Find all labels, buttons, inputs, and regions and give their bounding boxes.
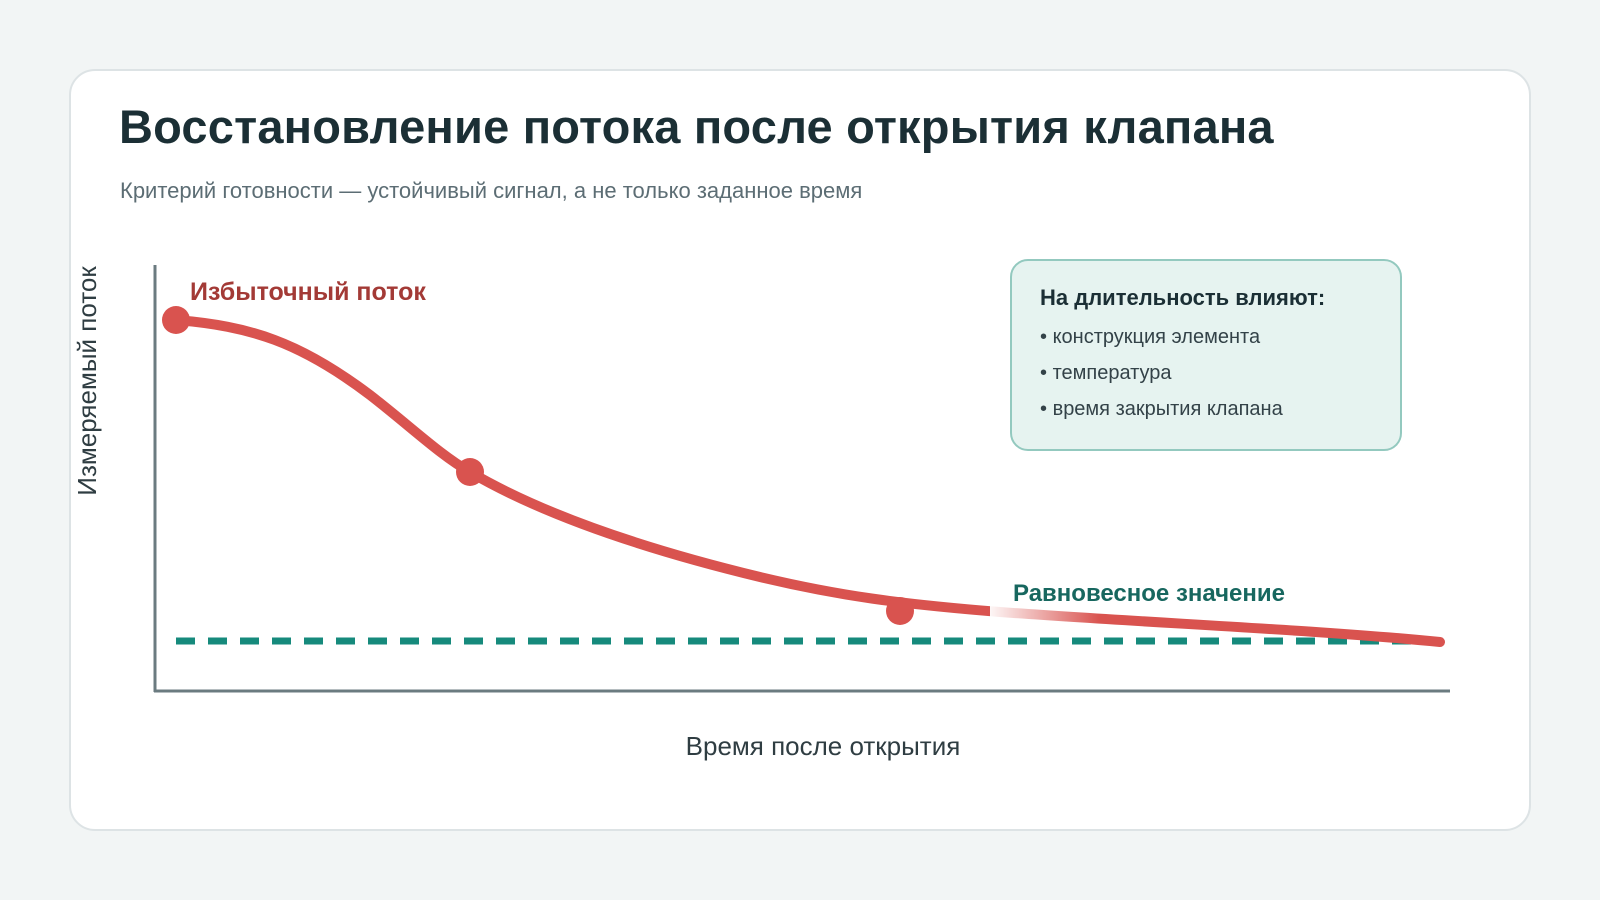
curve-start-marker (162, 306, 190, 334)
factors-note-heading: На длительность влияют: (1040, 285, 1326, 310)
excess-flow-label: Избыточный поток (190, 278, 426, 306)
list-item: время закрытия клапана (1040, 391, 1400, 427)
list-item: конструкция элемента (1040, 319, 1400, 355)
flow-curve (171, 315, 1445, 647)
curve-mid-marker (456, 458, 484, 486)
list-item: температура (1040, 355, 1400, 391)
y-axis-title: Измеряемый поток (72, 266, 102, 496)
curve-late-marker (886, 597, 914, 625)
x-axis-title: Время после открытия (686, 731, 961, 761)
page-title: Восстановление потока после открытия кла… (119, 100, 1274, 153)
equilibrium-label: Равновесное значение (1013, 580, 1285, 607)
factors-list: конструкция элемента температура время з… (1040, 319, 1400, 427)
factors-note: На длительность влияют: конструкция элем… (1010, 259, 1402, 451)
page-subtitle: Критерий готовности — устойчивый сигнал,… (120, 178, 863, 203)
equilibrium-label-backdrop (990, 598, 1100, 624)
